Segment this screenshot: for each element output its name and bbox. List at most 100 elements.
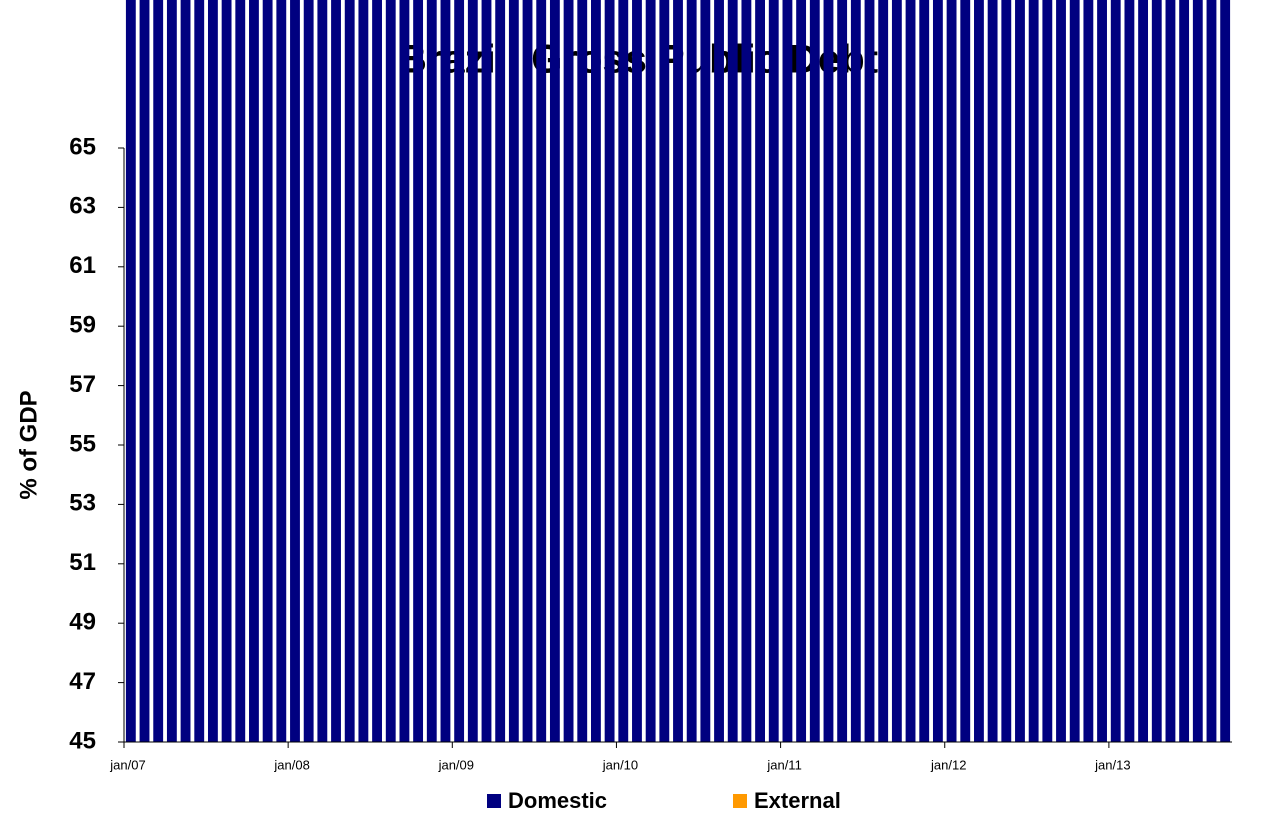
- bar-segment: [440, 0, 451, 742]
- bar-segment: [809, 0, 820, 743]
- bar-segment: [290, 0, 300, 742]
- y-tick-label: 65: [69, 133, 96, 160]
- bar-segment: [358, 0, 369, 743]
- bar-segment: [960, 0, 971, 743]
- bar-segment: [919, 0, 930, 742]
- bar-segment: [413, 0, 424, 742]
- bar-segment: [303, 0, 314, 742]
- bar-segment: [276, 0, 287, 743]
- bar-segment: [673, 0, 683, 743]
- bar-segment: [1110, 0, 1121, 742]
- bar-segment: [1220, 0, 1231, 742]
- bar-segment: [125, 0, 136, 742]
- bar-segment: [823, 0, 834, 742]
- bar-segment: [1124, 0, 1135, 742]
- bar-segment: [399, 0, 410, 742]
- bar-segment: [1015, 0, 1025, 742]
- bar-segment: [221, 0, 232, 742]
- bar-segment: [946, 0, 957, 742]
- bar-segment: [481, 0, 492, 743]
- bar-segment: [536, 0, 547, 742]
- bar-segment: [837, 0, 848, 742]
- bar-segment: [891, 0, 902, 742]
- bar-segment: [1028, 0, 1039, 742]
- bar-segment: [153, 0, 164, 742]
- y-tick-label: 45: [69, 727, 96, 754]
- y-tick-label: 49: [69, 609, 96, 636]
- bar-segment: [987, 0, 998, 742]
- bar-segment: [768, 0, 779, 742]
- bar-segment: [741, 0, 752, 742]
- bar-segment: [317, 0, 328, 742]
- x-tick-label: jan/09: [438, 757, 474, 772]
- y-tick-label: 51: [69, 549, 96, 576]
- bar-segment: [139, 0, 150, 742]
- bar-segment: [249, 0, 259, 742]
- bar-segment: [686, 0, 697, 742]
- bar-segment: [632, 0, 642, 743]
- bar-segment: [782, 0, 793, 742]
- legend-swatch: [733, 794, 747, 808]
- bar-segment: [864, 0, 875, 742]
- y-tick-label: 53: [69, 490, 96, 517]
- bar-segment: [659, 0, 670, 742]
- bar-segment: [604, 0, 615, 742]
- bar-segment: [850, 0, 861, 742]
- x-tick-label: jan/11: [766, 757, 801, 772]
- bar-segment: [1192, 0, 1203, 742]
- bar-segment: [727, 0, 738, 742]
- y-tick-label: 63: [69, 193, 96, 220]
- bar-segment: [1151, 0, 1162, 742]
- legend-label: Domestic: [508, 788, 607, 813]
- bar-segment: [166, 0, 177, 742]
- bar-segment: [344, 0, 355, 742]
- bar-segment: [796, 0, 807, 742]
- bar-segment: [194, 0, 205, 742]
- bar-segment: [426, 0, 437, 742]
- y-axis-label: % of GDP: [15, 390, 42, 499]
- bar-segment: [331, 0, 341, 743]
- bar-segment: [372, 0, 382, 743]
- y-tick-label: 55: [69, 430, 96, 457]
- x-tick-label: jan/07: [109, 757, 145, 772]
- bar-segment: [235, 0, 246, 742]
- x-tick-label: jan/08: [273, 757, 309, 772]
- bar-segment: [467, 0, 478, 742]
- y-tick-label: 47: [69, 668, 96, 695]
- bar-segment: [495, 0, 506, 743]
- bar-segment: [1069, 0, 1080, 742]
- bar-segment: [180, 0, 191, 742]
- bar-segment: [549, 0, 560, 742]
- bar-segment: [905, 0, 916, 742]
- bar-segment: [1206, 0, 1217, 742]
- bar-segment: [618, 0, 629, 742]
- bar-segment: [262, 0, 273, 743]
- bar-segment: [932, 0, 943, 743]
- bar-segment: [1042, 0, 1053, 742]
- bar-segment: [385, 0, 396, 742]
- bar-segment: [1165, 0, 1176, 742]
- x-tick-label: jan/13: [1094, 757, 1130, 772]
- bar-segment: [974, 0, 984, 742]
- bar-segment: [1083, 0, 1094, 743]
- bar-segment: [1001, 0, 1012, 742]
- bar-segment: [454, 0, 465, 743]
- bar-segment: [577, 0, 588, 742]
- x-tick-label: jan/12: [930, 757, 966, 772]
- bar-segment: [700, 0, 711, 743]
- bar-segment: [1138, 0, 1149, 742]
- bar-segment: [1179, 0, 1190, 742]
- bar-segment: [508, 0, 519, 742]
- bar-segment: [645, 0, 656, 742]
- bar-segment: [1097, 0, 1107, 742]
- x-tick-label: jan/10: [602, 757, 638, 772]
- bar-segment: [878, 0, 889, 742]
- bar-segment: [714, 0, 724, 742]
- legend-swatch: [487, 794, 501, 808]
- y-tick-label: 57: [69, 371, 96, 398]
- y-tick-label: 61: [69, 252, 96, 279]
- bar-segment: [591, 0, 601, 742]
- bar-segment: [755, 0, 765, 743]
- y-tick-label: 59: [69, 312, 96, 339]
